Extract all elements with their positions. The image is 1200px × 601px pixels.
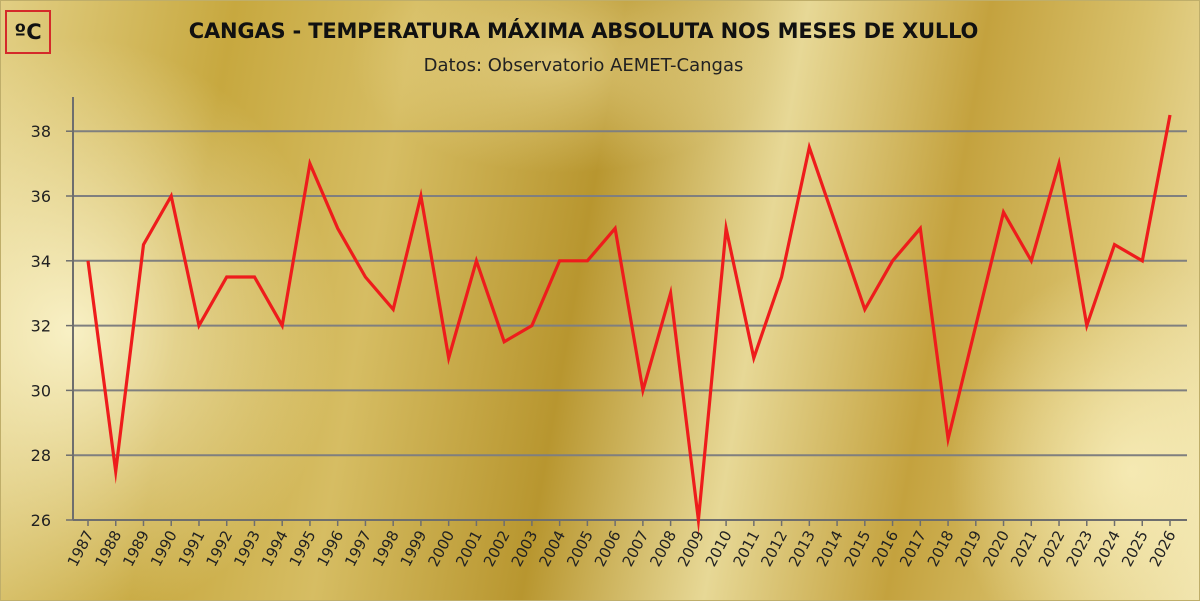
x-tick-label: 2023 bbox=[1062, 527, 1096, 569]
x-tick-label: 1998 bbox=[369, 527, 403, 569]
x-tick-label: 2021 bbox=[1007, 527, 1041, 569]
x-tick-label: 2002 bbox=[480, 527, 514, 569]
x-tick-label: 2005 bbox=[563, 527, 597, 569]
series-line bbox=[86, 114, 1172, 535]
y-tick-label: 38 bbox=[31, 122, 51, 141]
y-tick-label: 28 bbox=[31, 446, 51, 465]
x-tick-label: 2016 bbox=[868, 527, 902, 569]
x-tick-label: 2000 bbox=[424, 527, 458, 569]
y-tick-label: 30 bbox=[31, 381, 51, 400]
x-tick-label: 2011 bbox=[730, 527, 764, 569]
x-tick-label: 1995 bbox=[286, 527, 320, 569]
y-tick-label: 34 bbox=[31, 252, 51, 271]
y-tick-label: 32 bbox=[31, 317, 51, 336]
x-tick-label: 1996 bbox=[313, 527, 347, 569]
x-tick-label: 1989 bbox=[119, 527, 153, 569]
y-tick-label: 26 bbox=[31, 511, 51, 530]
x-tick-label: 2025 bbox=[1118, 527, 1152, 569]
x-tick-label: 2024 bbox=[1090, 527, 1124, 569]
x-tick-label: 2013 bbox=[785, 527, 819, 569]
x-tick-label: 1988 bbox=[91, 527, 125, 569]
x-tick-label: 2019 bbox=[952, 527, 986, 569]
x-tick-label: 2017 bbox=[896, 527, 930, 569]
x-tick-label: 2014 bbox=[813, 527, 847, 569]
unit-label: ºC bbox=[5, 10, 51, 54]
x-tick-label: 2004 bbox=[535, 527, 569, 569]
x-tick-label: 2003 bbox=[508, 527, 542, 569]
x-tick-label: 2010 bbox=[702, 527, 736, 569]
x-tick-label: 1992 bbox=[202, 527, 236, 569]
x-tick-label: 2015 bbox=[841, 527, 875, 569]
x-tick-label: 2026 bbox=[1146, 527, 1180, 569]
x-tick-label: 2012 bbox=[757, 527, 791, 569]
x-tick-label: 1990 bbox=[147, 527, 181, 569]
chart-title: CANGAS - TEMPERATURA MÁXIMA ABSOLUTA NOS… bbox=[188, 19, 979, 43]
x-tick-label: 1987 bbox=[64, 527, 98, 569]
x-tick-label: 2007 bbox=[619, 527, 653, 569]
x-tick-label: 2001 bbox=[452, 527, 486, 569]
x-tick-label: 1991 bbox=[175, 527, 209, 569]
y-tick-label: 36 bbox=[31, 187, 51, 206]
x-tick-label: 2009 bbox=[674, 527, 708, 569]
x-tick-label: 2018 bbox=[924, 527, 958, 569]
x-tick-label: 1999 bbox=[397, 527, 431, 569]
x-tick-label: 1994 bbox=[258, 527, 292, 569]
x-tick-label: 2020 bbox=[979, 527, 1013, 569]
x-tick-label: 1993 bbox=[230, 527, 264, 569]
chart-subtitle: Datos: Observatorio AEMET-Cangas bbox=[423, 55, 744, 76]
x-tick-label: 2022 bbox=[1035, 527, 1069, 569]
x-tick-label: 2006 bbox=[591, 527, 625, 569]
x-tick-label: 2008 bbox=[646, 527, 680, 569]
x-tick-label: 1997 bbox=[341, 527, 375, 569]
